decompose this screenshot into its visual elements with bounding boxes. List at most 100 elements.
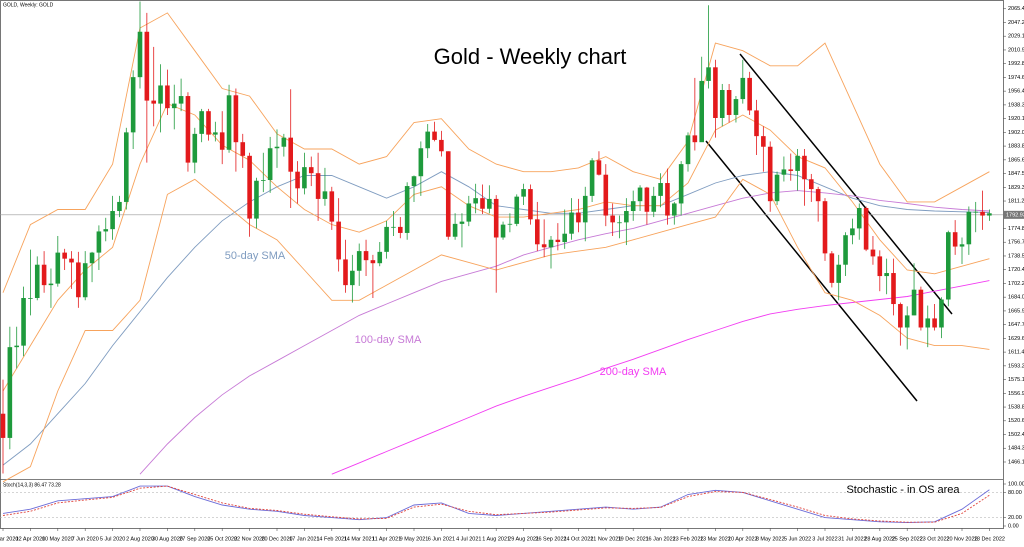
candle-body [28, 297, 33, 299]
candle-body [528, 189, 533, 220]
y-tick-label: 2010.96 [1008, 47, 1024, 53]
y-tick-label: 1556.96 [1008, 391, 1024, 397]
candle-body [267, 148, 273, 181]
candle-body [76, 262, 81, 298]
x-tick-label: 9 May 2021 [400, 536, 429, 542]
candle-body [308, 167, 314, 174]
candle-body [206, 111, 211, 135]
x-tick-label: 30 Aug 2020 [152, 536, 183, 542]
candle-body [350, 270, 355, 286]
candle-body [213, 132, 218, 135]
y-tick-label: 1702.24 [1008, 281, 1024, 287]
candle-body [637, 187, 643, 202]
chart-title: Gold - Weekly chart [434, 44, 627, 69]
x-tick-label: 21 Nov 2021 [590, 536, 621, 542]
candle-body [535, 219, 540, 245]
y-tick-label: 2047.28 [1008, 20, 1024, 26]
candle-body [151, 100, 156, 104]
series-label: 200-day SMA [600, 366, 667, 378]
x-tick-label: 10 May 2020 [42, 536, 74, 542]
candle-body [918, 289, 924, 328]
candle-body [96, 231, 102, 253]
y-tick-label: 0.00 [1008, 523, 1019, 529]
candle-body [672, 203, 677, 216]
candle-body [178, 96, 184, 104]
candle-body [480, 198, 485, 209]
candle-body [555, 239, 561, 243]
candle-body [925, 318, 931, 328]
candle-body [171, 103, 177, 109]
candle-body [240, 142, 246, 156]
candle-body [822, 201, 828, 254]
candle-body [665, 183, 670, 216]
candle-body [391, 226, 396, 228]
candle-body [774, 174, 780, 202]
candle-body [815, 189, 821, 202]
y-tick-label: 1883.84 [1008, 144, 1024, 150]
x-tick-label: 25 Sep 2022 [892, 536, 923, 542]
candle-body [521, 189, 526, 197]
stoch-annotation: Stochastic - in OS area [846, 484, 960, 496]
candle-body [898, 304, 903, 328]
candle-body [7, 347, 13, 438]
candle-body [404, 186, 410, 233]
y-tick-label: 1902.00 [1008, 130, 1024, 136]
y-tick-label: 1920.16 [1008, 116, 1024, 122]
candle-body [124, 132, 129, 202]
candle-body [34, 264, 40, 298]
candle-body [850, 228, 855, 236]
candle-body [582, 195, 588, 223]
candle-body [110, 211, 115, 230]
candle-body [411, 176, 417, 187]
y-tick-label: 1466.16 [1008, 459, 1024, 465]
x-tick-label: 17 Jan 2021 [289, 536, 319, 542]
x-tick-label: 8 May 2022 [756, 536, 785, 542]
stoch-header: Stoch(14,3,3) 86.47 73.28 [3, 482, 61, 488]
candle-body [870, 249, 876, 257]
y-tick-label: 1647.76 [1008, 322, 1024, 328]
x-tick-label: 3 Jul 2022 [812, 536, 837, 542]
y-tick-label: 2029.12 [1008, 34, 1024, 40]
y-tick-label: 1774.88 [1008, 226, 1024, 232]
candle-body [891, 273, 896, 305]
candle-body [514, 196, 520, 224]
candle-body [233, 95, 239, 143]
candle-body [740, 77, 746, 100]
candle-body [487, 198, 492, 209]
candle-body [767, 146, 773, 202]
candle-body [877, 256, 883, 277]
candle-body [302, 167, 307, 189]
candle-body [82, 263, 88, 298]
x-tick-label: 6 Jun 2021 [428, 536, 455, 542]
x-tick-label: 11 Apr 2021 [372, 536, 401, 542]
candle-body [761, 136, 766, 147]
x-tick-label: 23 Oct 2022 [920, 536, 950, 542]
y-tick-label: 1502.48 [1008, 432, 1024, 438]
y-tick-label: 1720.40 [1008, 267, 1024, 273]
candle-body [781, 169, 787, 175]
candle-body [843, 235, 848, 265]
candle-body [644, 187, 650, 212]
candle-body [692, 135, 698, 143]
candle-body [0, 413, 6, 438]
x-tick-label: 14 Mar 2021 [344, 536, 375, 542]
candle-body [398, 226, 403, 233]
candle-body [21, 297, 26, 346]
last-price-box [1004, 210, 1024, 219]
candle-body [754, 110, 759, 137]
x-tick-label: 28 Aug 2022 [864, 536, 895, 542]
candle-body [699, 80, 704, 143]
candle-body [439, 139, 444, 152]
candle-body [706, 67, 711, 81]
x-tick-label: 29 Aug 2021 [508, 536, 539, 542]
candle-body [713, 67, 718, 118]
candle-body [247, 155, 252, 219]
candle-body [199, 111, 204, 134]
y-tick-label: 1974.64 [1008, 75, 1024, 81]
candle-body [329, 191, 335, 222]
candle-body [562, 233, 567, 243]
x-tick-label: 5 Jun 2022 [784, 536, 811, 542]
x-tick-label: 26 Sep 2021 [535, 536, 566, 542]
x-tick-label: 2 Aug 2020 [126, 536, 154, 542]
y-tick-label: 1520.64 [1008, 418, 1024, 424]
